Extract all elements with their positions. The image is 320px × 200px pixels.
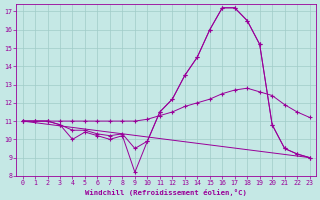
X-axis label: Windchill (Refroidissement éolien,°C): Windchill (Refroidissement éolien,°C) — [85, 189, 247, 196]
